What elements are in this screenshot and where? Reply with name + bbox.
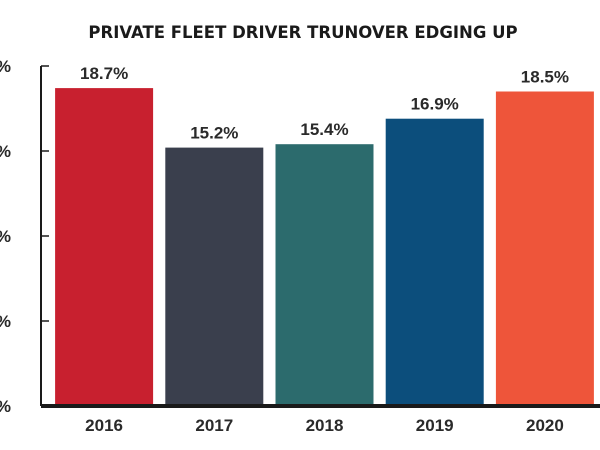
data-label-2018: 15.4% [300,120,348,139]
x-tick-label-2020: 2020 [526,416,564,435]
bar-2018 [275,144,374,406]
bar-2019 [385,118,484,406]
x-tick-label-2018: 2018 [306,416,344,435]
data-label-2019: 16.9% [411,95,459,114]
y-axis-ticks: %%%%% [0,57,49,416]
bar-2016 [55,88,154,406]
x-tick-label-2019: 2019 [416,416,454,435]
x-tick-label-2016: 2016 [85,416,123,435]
data-label-2017: 15.2% [190,124,238,143]
data-labels: 18.7% 15.2% 15.4% 16.9% 18.5% [80,64,569,143]
y-tick-label: % [0,142,11,161]
y-tick-label: % [0,312,11,331]
bar-2017 [165,147,264,406]
data-label-2020: 18.5% [521,68,569,87]
y-tick-label: % [0,57,11,76]
chart-title: PRIVATE FLEET DRIVER TRUNOVER EDGING UP [88,23,517,42]
data-label-2016: 18.7% [80,64,128,83]
x-tick-label-2017: 2017 [195,416,233,435]
bars [55,88,594,406]
category-labels: 2016 2017 2018 2019 2020 [85,416,564,435]
bar-2020 [495,91,594,406]
y-tick-label: % [0,227,11,246]
y-tick-label: % [0,397,11,416]
